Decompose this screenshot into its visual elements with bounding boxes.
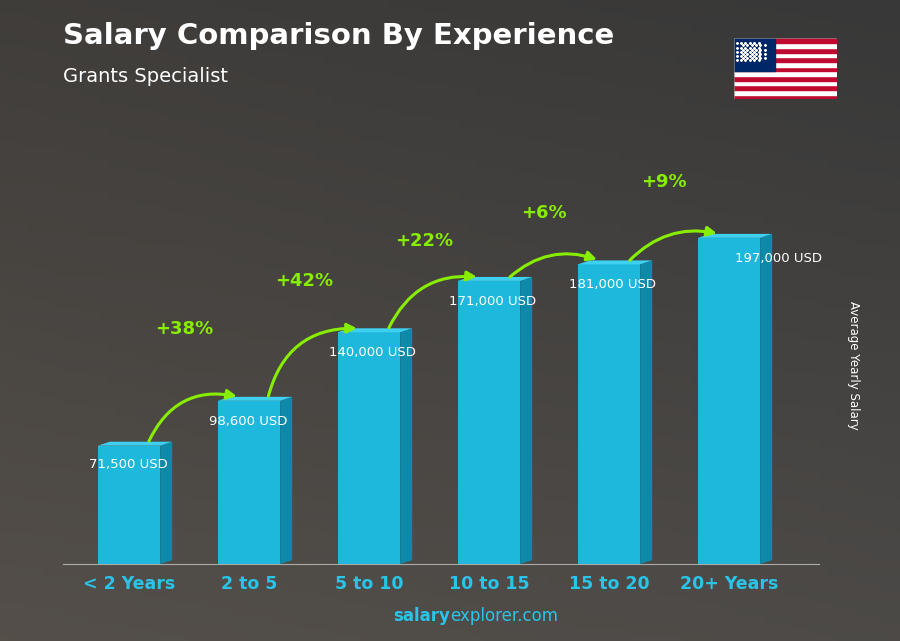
Text: salary: salary <box>393 607 450 625</box>
Bar <box>734 76 837 81</box>
Polygon shape <box>458 277 532 281</box>
Polygon shape <box>280 397 292 564</box>
Text: 171,000 USD: 171,000 USD <box>449 295 536 308</box>
Polygon shape <box>338 332 400 564</box>
Bar <box>734 38 775 71</box>
Text: +38%: +38% <box>155 320 213 338</box>
Text: +6%: +6% <box>521 204 567 222</box>
Polygon shape <box>698 234 772 238</box>
Polygon shape <box>520 277 532 564</box>
Polygon shape <box>760 234 772 564</box>
Bar <box>734 67 837 71</box>
Text: explorer.com: explorer.com <box>450 607 558 625</box>
Bar <box>734 53 837 57</box>
Text: 181,000 USD: 181,000 USD <box>570 278 656 291</box>
Bar <box>734 48 837 53</box>
Polygon shape <box>338 328 412 332</box>
Text: 197,000 USD: 197,000 USD <box>735 252 822 265</box>
Bar <box>734 43 837 48</box>
Text: +42%: +42% <box>275 272 333 290</box>
Polygon shape <box>640 260 652 564</box>
Polygon shape <box>458 281 520 564</box>
Polygon shape <box>218 397 292 401</box>
Text: +9%: +9% <box>642 172 687 190</box>
Polygon shape <box>160 442 172 564</box>
Text: 71,500 USD: 71,500 USD <box>89 458 168 470</box>
Polygon shape <box>698 238 760 564</box>
Polygon shape <box>578 260 652 264</box>
Text: 140,000 USD: 140,000 USD <box>329 346 417 359</box>
Bar <box>734 95 837 99</box>
Bar <box>734 38 837 43</box>
Text: Average Yearly Salary: Average Yearly Salary <box>847 301 860 429</box>
Text: Grants Specialist: Grants Specialist <box>63 67 228 87</box>
Bar <box>734 62 837 67</box>
Polygon shape <box>98 442 172 445</box>
Bar <box>734 71 837 76</box>
Polygon shape <box>98 445 160 564</box>
Text: 98,600 USD: 98,600 USD <box>210 415 288 428</box>
Polygon shape <box>578 264 640 564</box>
Bar <box>734 85 837 90</box>
Polygon shape <box>218 401 280 564</box>
Bar <box>734 90 837 95</box>
Text: Salary Comparison By Experience: Salary Comparison By Experience <box>63 22 614 51</box>
Text: +22%: +22% <box>395 232 453 250</box>
Bar <box>734 81 837 85</box>
Bar <box>734 57 837 62</box>
Polygon shape <box>400 328 412 564</box>
